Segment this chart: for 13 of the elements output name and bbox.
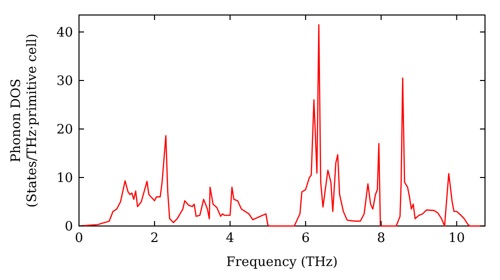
- x-tick-label: 0: [74, 231, 84, 246]
- y-tick-label: 0: [64, 220, 73, 234]
- y-tick-label: 20: [56, 122, 73, 138]
- x-tick-label: 2: [150, 231, 159, 246]
- x-tick-label: 10: [448, 231, 465, 246]
- y-tick-label: 40: [56, 25, 73, 40]
- x-axis-title: Frequency (THz): [226, 255, 338, 270]
- x-tick-label: 6: [301, 231, 310, 246]
- x-tick-label: 8: [377, 231, 386, 246]
- y-tick-label: 30: [56, 74, 73, 89]
- y-tick-label: 10: [56, 170, 73, 186]
- x-tick-label: 4: [226, 231, 234, 246]
- y-axis-title: Phonon DOS (States/THz·primitive cell): [9, 33, 40, 208]
